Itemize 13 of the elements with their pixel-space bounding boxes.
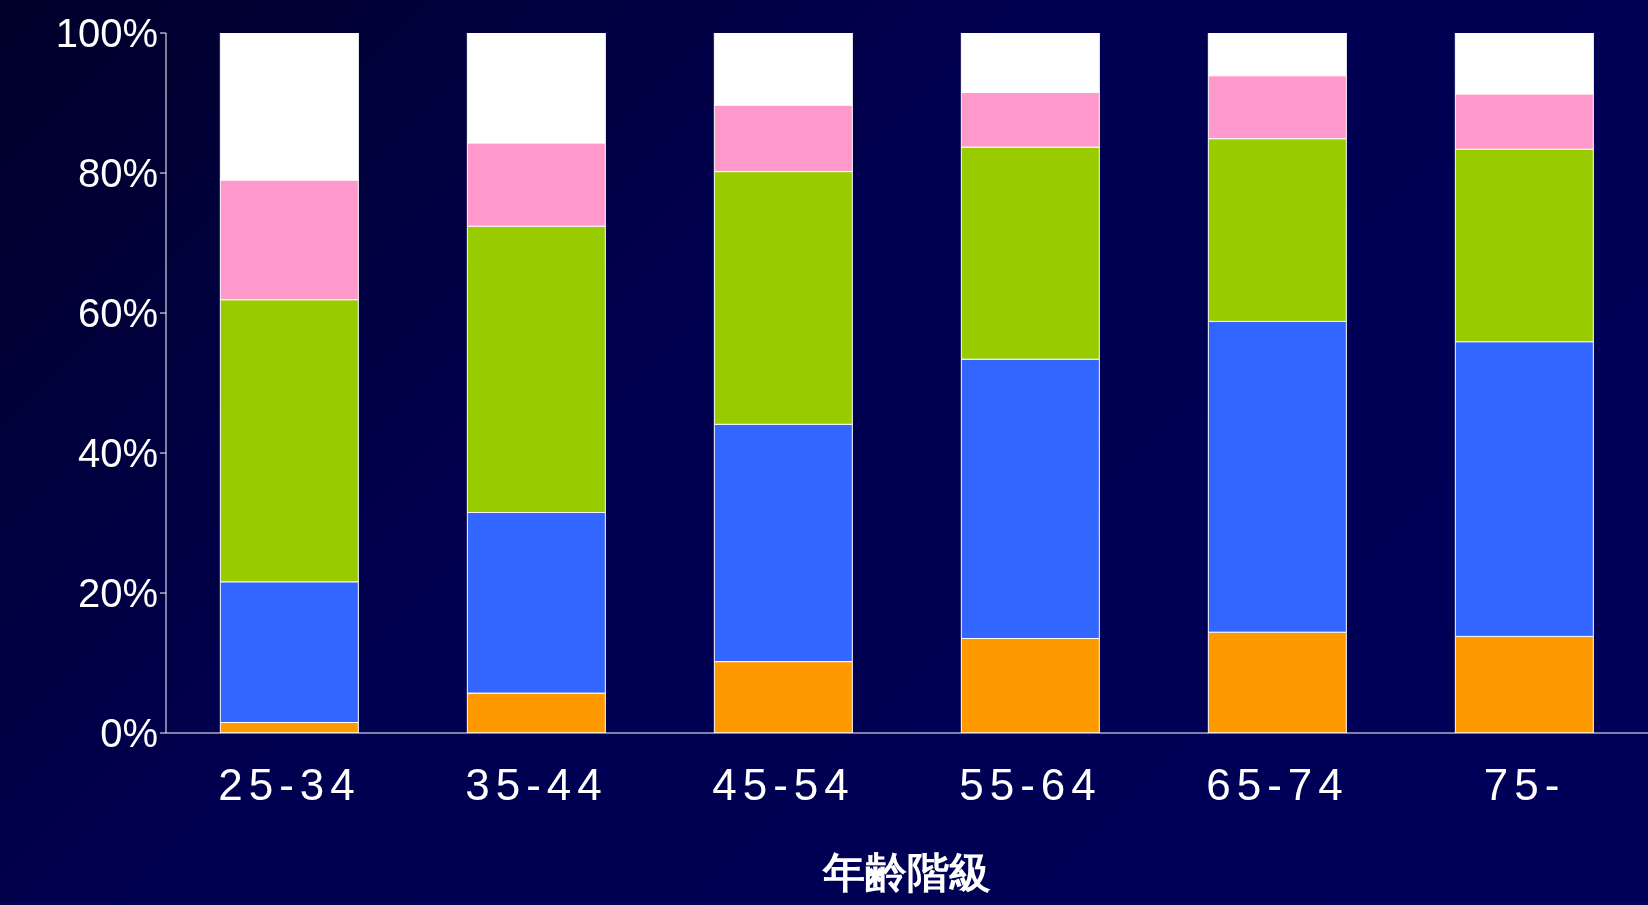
x-tick-label: 55-64 <box>959 760 1102 810</box>
y-tick-label: 100% <box>55 11 158 56</box>
y-tick-label: 80% <box>77 151 158 196</box>
y-tick-label: 60% <box>77 291 158 336</box>
x-tick-label: 45-54 <box>712 760 855 810</box>
y-tick-label: 20% <box>77 571 158 616</box>
x-tick-label: 75- <box>1483 760 1566 810</box>
y-tick-label: 40% <box>77 431 158 476</box>
x-axis-title: 年齢階級 <box>822 849 991 896</box>
x-tick-label: 65-74 <box>1206 760 1349 810</box>
y-tick-label: 0% <box>100 711 158 756</box>
x-tick-label: 35-44 <box>465 760 608 810</box>
x-tick-label: 25-34 <box>218 760 361 810</box>
